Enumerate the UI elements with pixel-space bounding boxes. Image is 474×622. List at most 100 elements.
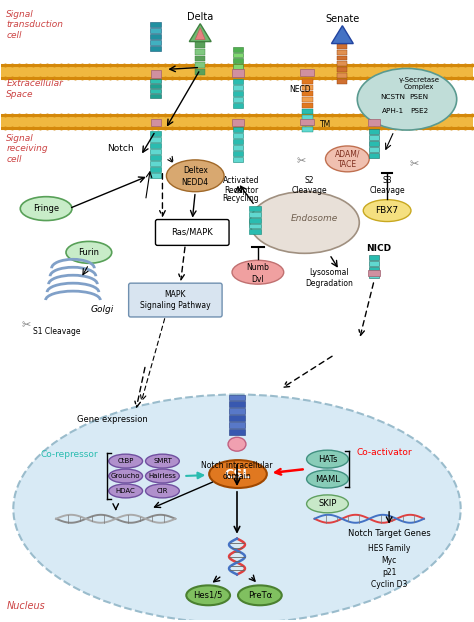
Text: NEDD4: NEDD4 — [182, 179, 209, 187]
Text: MAML: MAML — [315, 475, 340, 483]
Bar — [249, 223, 261, 228]
Ellipse shape — [326, 146, 369, 172]
Text: Co-repressor: Co-repressor — [40, 450, 98, 458]
Text: Recycling: Recycling — [223, 193, 259, 203]
Ellipse shape — [146, 484, 179, 498]
Text: PSE2: PSE2 — [410, 108, 428, 114]
Ellipse shape — [109, 469, 143, 483]
Bar — [233, 157, 244, 162]
Text: Notch Target Genes: Notch Target Genes — [348, 529, 430, 538]
Polygon shape — [195, 27, 205, 40]
Bar — [150, 85, 161, 88]
Bar — [150, 149, 161, 154]
Text: γ-Secretase
Complex: γ-Secretase Complex — [399, 77, 439, 90]
Bar — [1, 114, 473, 128]
Bar — [229, 401, 245, 407]
Bar — [150, 40, 161, 45]
Text: FBX7: FBX7 — [375, 206, 399, 215]
Bar — [233, 151, 244, 156]
Text: Signal
transduction
cell: Signal transduction cell — [6, 10, 64, 40]
Text: CSL: CSL — [225, 468, 251, 481]
Bar — [301, 85, 312, 90]
Ellipse shape — [238, 585, 282, 605]
Bar — [368, 119, 380, 126]
Bar — [150, 45, 161, 50]
Bar — [195, 55, 205, 62]
Text: Gene expression: Gene expression — [77, 415, 148, 424]
Bar — [195, 49, 205, 55]
Bar — [150, 95, 161, 98]
Text: Endosome: Endosome — [291, 214, 338, 223]
Bar — [150, 27, 161, 32]
Bar — [232, 70, 244, 77]
FancyBboxPatch shape — [155, 220, 229, 246]
Text: Golgi: Golgi — [91, 305, 114, 314]
Ellipse shape — [146, 454, 179, 468]
Bar — [368, 270, 380, 276]
Text: Groucho: Groucho — [111, 473, 140, 479]
Bar — [301, 80, 312, 85]
Bar — [195, 70, 205, 75]
Ellipse shape — [307, 450, 348, 468]
Bar — [229, 394, 245, 401]
Text: SKIP: SKIP — [318, 499, 337, 508]
Text: Cyclin D3: Cyclin D3 — [371, 580, 407, 589]
Bar — [369, 267, 379, 272]
Text: Lysosomal
Degradation: Lysosomal Degradation — [306, 268, 354, 287]
Bar — [150, 22, 161, 27]
Bar — [300, 119, 313, 125]
Ellipse shape — [146, 469, 179, 483]
Bar — [301, 115, 312, 120]
Text: Signal
receiving
cell: Signal receiving cell — [6, 134, 48, 164]
Polygon shape — [189, 24, 211, 42]
Bar — [229, 409, 245, 414]
Text: ✂: ✂ — [297, 156, 306, 166]
Bar — [233, 58, 244, 63]
Ellipse shape — [20, 197, 72, 221]
Bar — [233, 80, 244, 85]
Text: Activated
Receptor: Activated Receptor — [223, 176, 259, 195]
Text: SMRT: SMRT — [153, 458, 172, 464]
Text: Furin: Furin — [78, 248, 100, 257]
Text: PreTα: PreTα — [248, 591, 272, 600]
Bar — [229, 422, 245, 429]
Bar — [151, 70, 162, 78]
Bar — [229, 429, 245, 435]
Text: p21: p21 — [382, 568, 396, 577]
Bar — [337, 80, 347, 85]
Text: Myc: Myc — [382, 556, 397, 565]
Bar — [369, 255, 379, 260]
Text: CIR: CIR — [157, 488, 168, 494]
Text: PSEN: PSEN — [410, 95, 428, 100]
Ellipse shape — [307, 495, 348, 513]
Bar — [301, 121, 312, 126]
Ellipse shape — [250, 192, 359, 253]
Ellipse shape — [307, 470, 348, 488]
Bar — [232, 119, 244, 126]
Text: HDAC: HDAC — [116, 488, 136, 494]
Bar — [150, 161, 161, 166]
Bar — [337, 62, 347, 67]
Text: NECD: NECD — [290, 85, 311, 94]
Bar — [233, 145, 244, 150]
Text: ADAM/
TACE: ADAM/ TACE — [335, 149, 360, 169]
Text: Notch intracellular
domain: Notch intracellular domain — [201, 461, 273, 481]
Bar — [249, 211, 261, 216]
FancyBboxPatch shape — [128, 283, 222, 317]
Bar — [233, 91, 244, 96]
Bar — [233, 85, 244, 90]
Bar — [301, 91, 312, 96]
Bar — [301, 97, 312, 102]
Text: Dvl: Dvl — [252, 275, 264, 284]
Bar — [337, 50, 347, 55]
Bar — [150, 137, 161, 142]
Text: S3
Cleavage: S3 Cleavage — [369, 176, 405, 195]
Bar — [233, 65, 244, 70]
Text: S2
Cleavage: S2 Cleavage — [292, 176, 328, 195]
Bar — [195, 42, 205, 47]
Text: ✂: ✂ — [21, 320, 31, 330]
Ellipse shape — [228, 437, 246, 451]
Text: Hes1/5: Hes1/5 — [193, 591, 223, 600]
Text: Co-activator: Co-activator — [356, 448, 412, 457]
Ellipse shape — [66, 241, 112, 263]
